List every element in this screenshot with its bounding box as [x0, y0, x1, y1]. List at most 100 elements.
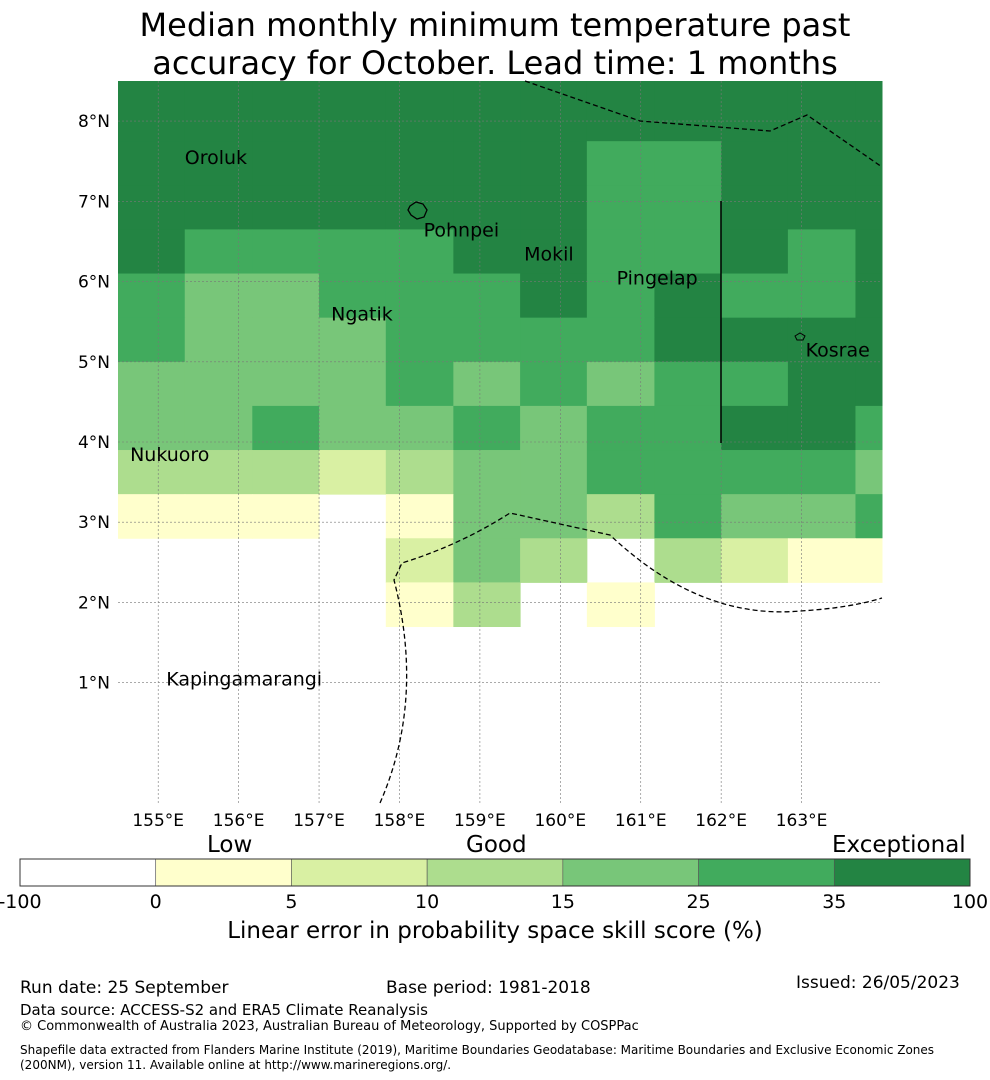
- skill-cell: [118, 185, 186, 230]
- skill-cell: [855, 405, 883, 451]
- skill-cell: [184, 229, 253, 275]
- lat-tick-label: 4°N: [78, 433, 110, 453]
- colorbar-tick-label: 5: [285, 891, 297, 913]
- skill-cell: [118, 81, 186, 142]
- skill-cell: [654, 141, 722, 186]
- skill-cell: [520, 405, 588, 451]
- skill-cell: [787, 81, 856, 142]
- colorbar-segments: -100 0 5 10 15 25 35 100: [0, 858, 988, 913]
- skill-cell: [654, 317, 722, 363]
- skill-cell: [520, 494, 588, 539]
- skill-cell: [721, 273, 789, 319]
- place-label: Ngatik: [331, 304, 393, 326]
- skill-cell: [520, 361, 588, 407]
- skill-cell: [721, 538, 789, 583]
- skill-cell: [721, 405, 789, 451]
- skill-cell: [184, 317, 253, 363]
- skill-cell: [721, 141, 789, 186]
- lat-tick-label: 2°N: [78, 593, 110, 613]
- skill-cell: [385, 141, 454, 186]
- skill-cell: [855, 317, 883, 363]
- skill-cell: [453, 273, 521, 319]
- skill-cell: [855, 450, 883, 495]
- place-label: Kapingamarangi: [166, 669, 322, 691]
- skill-cell: [855, 538, 883, 583]
- skill-cell: [787, 405, 856, 451]
- skill-cell: [654, 450, 722, 495]
- skill-cell: [252, 405, 320, 451]
- skill-cell: [118, 141, 186, 186]
- skill-cell: [654, 494, 722, 539]
- skill-cell: [855, 81, 883, 142]
- skill-cell: [118, 494, 186, 539]
- skill-cell: [252, 494, 320, 539]
- place-label: Nukuoro: [130, 444, 209, 466]
- lon-tick-label: 162°E: [695, 811, 747, 831]
- colorbar-tick-label: -100: [0, 891, 42, 913]
- eez-boundary-north: [524, 80, 883, 168]
- skill-cell: [787, 538, 856, 583]
- skill-cell: [319, 185, 387, 230]
- skill-cell: [319, 273, 387, 319]
- lon-tick-label: 160°E: [534, 811, 586, 831]
- skill-cell: [184, 494, 253, 539]
- colorbar-category-good: Good: [466, 832, 527, 858]
- skill-cell: [586, 361, 655, 407]
- skill-cell: [855, 185, 883, 230]
- skill-cell: [252, 185, 320, 230]
- skill-cell: [184, 273, 253, 319]
- skill-cell: [586, 141, 655, 186]
- skill-cell: [453, 141, 521, 186]
- skill-cell: [654, 229, 722, 275]
- skill-cell: [721, 81, 789, 142]
- colorbar-segment: [833, 858, 971, 887]
- colorbar-segment: [19, 858, 157, 887]
- run-date: Run date: 25 September: [20, 978, 229, 998]
- lat-tick-label: 7°N: [78, 192, 110, 212]
- place-labels: Oroluk Pohnpei Mokil Pingelap Ngatik Kosrae Nu…: [130, 147, 870, 690]
- lon-tick-label: 156°E: [213, 811, 265, 831]
- skill-cell: [319, 361, 387, 407]
- skill-cell: [586, 450, 655, 495]
- skill-cell: [787, 141, 856, 186]
- skill-cell: [855, 229, 883, 275]
- skill-cell: [319, 229, 387, 275]
- skill-cell: [385, 361, 454, 407]
- skill-cell: [252, 361, 320, 407]
- skill-cell: [385, 538, 454, 583]
- skill-cell: [520, 141, 588, 186]
- skill-cell: [520, 450, 588, 495]
- skill-cell: [787, 361, 856, 407]
- skill-cell: [184, 185, 253, 230]
- title-line-2: accuracy for October. Lead time: 1 month…: [152, 44, 838, 82]
- skill-cell: [520, 538, 588, 583]
- lon-tick-label: 159°E: [454, 811, 506, 831]
- skill-cell: [654, 405, 722, 451]
- pohnpei-island-outline: [407, 201, 428, 220]
- lat-tick-label: 1°N: [78, 674, 110, 694]
- skill-cell: [453, 582, 521, 628]
- skill-cell: [453, 81, 521, 142]
- skill-cell: [520, 317, 588, 363]
- colorbar-segment: [426, 858, 564, 887]
- skill-cell: [385, 81, 454, 142]
- skill-cell: [453, 229, 521, 275]
- skill-cell: [118, 229, 186, 275]
- skill-cell: [118, 273, 186, 319]
- skill-cell: [721, 317, 789, 363]
- skill-cell: [252, 450, 320, 495]
- skill-cell: [184, 361, 253, 407]
- place-label: Oroluk: [185, 147, 247, 169]
- skill-cell: [385, 229, 454, 275]
- data-source: Data source: ACCESS-S2 and ERA5 Climate …: [20, 1001, 428, 1019]
- skill-cell: [385, 450, 454, 495]
- skill-cell: [586, 405, 655, 451]
- skill-cell: [453, 405, 521, 451]
- skill-cell: [654, 185, 722, 230]
- skill-cell: [252, 229, 320, 275]
- skill-cell: [118, 450, 186, 495]
- skill-cells: [118, 81, 883, 628]
- skill-cell: [721, 229, 789, 275]
- colorbar-segment: [562, 858, 699, 887]
